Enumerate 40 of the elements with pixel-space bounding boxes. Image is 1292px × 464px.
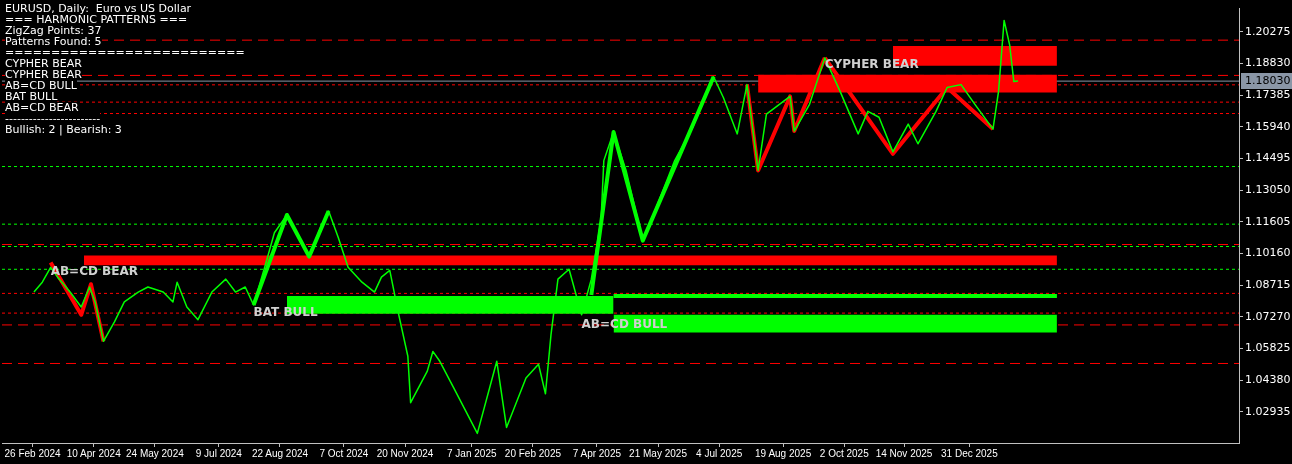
x-tick-label: 10 Apr 2024: [66, 447, 122, 459]
x-tick-label: 22 Aug 2024: [251, 447, 309, 459]
y-tick-label: 1.14495: [1245, 151, 1291, 165]
x-tick-label: 19 Aug 2025: [755, 447, 812, 459]
annotation: CYPHER BEAR: [5, 68, 82, 81]
y-tick-label: 1.07270: [1245, 309, 1291, 323]
x-tick-label: 24 May 2024: [125, 447, 185, 459]
annotation: ------------------------: [5, 112, 101, 125]
annotation: CYPHER BEAR: [5, 57, 82, 70]
x-tick-label: 26 Feb 2024: [4, 447, 62, 459]
x-tick-label: 20 Nov 2024: [376, 447, 434, 459]
y-tick-label: 1.11605: [1245, 214, 1291, 228]
x-tick-label: 14 Nov 2025: [875, 447, 933, 459]
x-tick-label: 4 Jul 2025: [696, 447, 743, 459]
annotation: AB=CD BEAR: [5, 101, 79, 114]
x-tick-label: 7 Apr 2025: [572, 447, 622, 459]
y-tick-label: 1.02935: [1245, 404, 1291, 418]
annotation: Bullish: 2 | Bearish: 3: [5, 123, 122, 136]
y-tick-label: 1.20275: [1245, 24, 1291, 38]
annotation: ZigZag Points: 37: [5, 24, 102, 37]
x-tick-label: 7 Oct 2024: [319, 447, 369, 459]
chart-title: EURUSD, Daily: Euro vs US Dollar: [5, 2, 192, 15]
y-tick-label: 1.08715: [1245, 278, 1291, 292]
ref-line-label: 1.18030: [1245, 73, 1291, 87]
annotation: BAT BULL: [5, 90, 58, 103]
y-tick-label: 1.13050: [1245, 183, 1291, 197]
x-tick-label: 2 Oct 2025: [819, 447, 870, 459]
y-tick-label: 1.04380: [1245, 372, 1291, 386]
annotation: ==========================: [5, 46, 245, 59]
y-tick-label: 1.18830: [1245, 56, 1291, 70]
x-tick-label: 20 Feb 2025: [504, 447, 562, 459]
x-tick-label: 9 Jul 2024: [195, 447, 243, 459]
y-tick-label: 1.10160: [1245, 246, 1291, 260]
x-tick-label: 21 May 2025: [629, 447, 688, 459]
y-tick-label: 1.17385: [1245, 88, 1291, 102]
x-tick-label: 31 Dec 2025: [941, 447, 999, 459]
annotation: AB=CD BULL: [5, 79, 77, 92]
y-tick-label: 1.15940: [1245, 119, 1291, 133]
x-tick-label: 7 Jan 2025: [447, 447, 497, 459]
y-tick-label: 1.05825: [1245, 341, 1291, 355]
